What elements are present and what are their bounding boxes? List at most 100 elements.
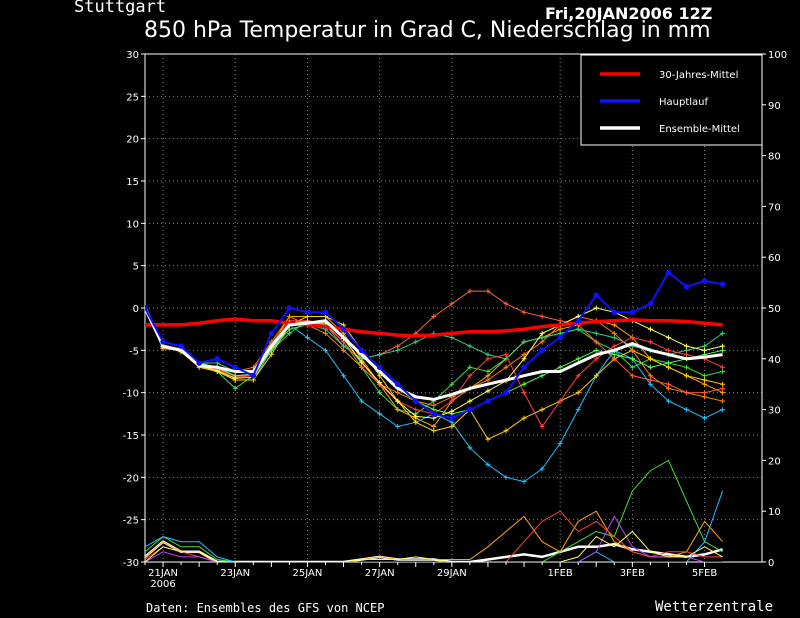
member-marker [539,424,545,430]
member-marker [539,339,545,345]
member-marker [485,436,491,442]
member-marker [395,347,401,353]
member-marker [593,330,599,336]
member-marker [359,364,365,370]
chart-title: 850 hPa Temperatur in Grad C, Niederschl… [144,18,711,43]
main-run-marker [557,334,563,341]
main-run-marker [467,406,473,413]
member-marker [467,364,473,370]
member-marker [359,398,365,404]
member-marker [684,347,689,353]
main-run-marker [145,305,148,311]
right-tick-label: 80 [768,152,781,163]
right-tick-label: 20 [768,456,781,467]
right-tick-label: 60 [768,253,781,264]
member-marker [323,330,328,336]
ensemble-mean-line [145,307,723,401]
precip-line [145,510,723,562]
member-marker [467,343,473,349]
left-tick-label: -30 [123,558,139,569]
member-marker [521,339,527,345]
left-tick-label: -20 [123,473,139,484]
member-marker [449,335,455,341]
member-marker [684,343,689,349]
main-run-marker [358,347,365,354]
member-marker [629,347,635,353]
right-tick-label: 70 [768,202,781,213]
member-marker [665,398,671,404]
left-tick-label: -5 [129,346,139,357]
member-marker [702,390,708,396]
main-run-marker [160,339,166,345]
x-tick-label: 5FEB [692,568,717,579]
member-marker [539,313,545,319]
main-run-marker [647,300,654,307]
member-marker [557,364,563,370]
member-marker [702,343,708,349]
main-run-marker [214,356,220,362]
legend: 30-Jahres-Mittel Hauptlauf Ensemble-Mittel [580,54,763,146]
member-marker [665,385,671,391]
precip-line [145,459,723,562]
member-marker [557,398,563,404]
member-marker [485,352,491,358]
member-marker [647,381,653,387]
right-tick-label: 30 [768,406,781,417]
member-marker [665,335,671,341]
main-run-marker [196,360,202,366]
member-marker [665,381,671,387]
member-marker [702,377,708,383]
member-marker [647,377,653,383]
member-marker [557,318,563,324]
member-marker [503,352,509,358]
main-run-marker [575,317,581,324]
member-marker [268,352,274,358]
main-run-marker [503,389,509,396]
member-marker [665,364,671,370]
member-marker [720,398,726,404]
member-marker [593,373,599,379]
main-run-marker [232,364,239,371]
main-run-marker [268,330,275,337]
member-marker [665,347,671,353]
left-tick-label: 0 [133,304,139,315]
member-marker [359,359,365,365]
member-marker [431,424,437,430]
member-marker [611,352,617,358]
x-tick-sublabel: 2006 [150,579,175,590]
member-marker [521,352,527,358]
main-run-marker [719,281,726,288]
right-tick-label: 90 [768,101,781,112]
member-marker [395,407,401,413]
left-tick-label: 30 [126,50,139,61]
member-marker [647,364,653,370]
left-tick-label: 15 [126,177,139,188]
main-run-marker [611,309,618,316]
main-run-marker [665,269,672,276]
precip-line [145,515,723,562]
left-tick-label: 5 [133,262,139,273]
main-run-marker [412,398,419,404]
plot-area [145,269,726,562]
member-marker [323,347,328,353]
member-marker [341,373,347,379]
member-marker [485,369,491,374]
member-marker [467,398,473,404]
member-marker [232,375,238,381]
main-run-marker [449,415,455,421]
main-run-marker [593,292,600,299]
member-marker [629,364,635,370]
member-marker [629,373,635,379]
member-marker [232,385,238,391]
main-run-marker [539,347,545,354]
member-marker [611,343,617,349]
member-marker [684,364,689,370]
legend-label: Ensemble-Mittel [659,124,740,135]
member-marker [684,390,689,396]
member-marker [684,373,689,379]
main-run-marker [485,398,491,404]
data-source: Daten: Ensembles des GFS von NCEP [146,601,385,615]
left-tick-label: -10 [123,389,139,400]
member-marker [377,373,383,379]
member-marker [720,364,726,370]
